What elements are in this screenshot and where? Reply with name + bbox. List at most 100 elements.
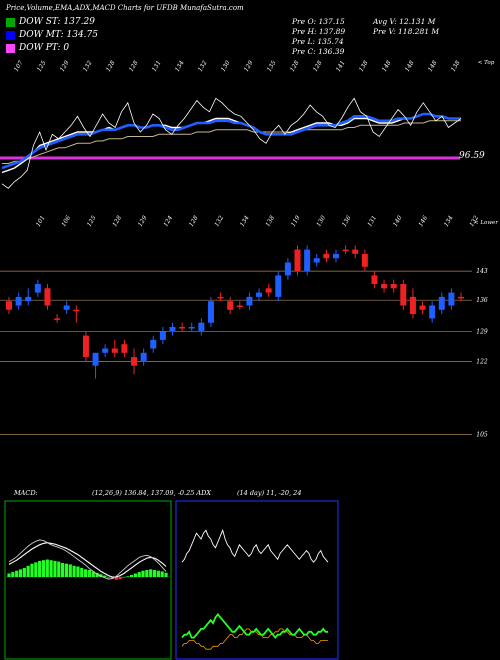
candle-body [438,296,445,310]
candle-body [313,258,320,263]
macd-histogram-bar [49,560,53,577]
candle-body [179,327,186,329]
macd-histogram-bar [83,569,88,577]
candle-body [207,301,214,323]
dow-mt-swatch [6,30,15,40]
candle-body [294,249,301,272]
candle-body [381,284,388,289]
candle-body [304,249,311,272]
candle-top-label: 101 [35,215,47,228]
ema-top-label: 148 [381,59,393,73]
candle-body [73,309,80,312]
candle-body [159,331,166,340]
macd-histogram-bar [164,572,168,577]
price-line [1,97,462,189]
candle-top-label: 128 [111,214,123,228]
candle-body [400,284,407,306]
macd-line [8,539,167,580]
macd-histogram-bar [80,567,84,577]
dow-mt-label: DOW MT: 134.75 [19,30,98,40]
adx-line [181,528,329,563]
ema-top-label: 134 [174,59,186,73]
macd-histogram-bar [156,570,160,577]
candle-top-label: 146 [417,214,429,228]
candle-top-label: 130 [315,214,327,228]
candle-top-label: 128 [188,214,200,228]
macd-histogram-bar [22,567,26,577]
candle-lower-label: < Lower [474,220,498,226]
ema-top-label: 135 [266,59,278,73]
macd-histogram-bar [126,576,130,578]
ema-top-label: 131 [151,60,163,73]
candle-body [246,296,253,306]
macd-histogram-bar [30,563,34,577]
chart-title: Price,Volume,EMA,ADX,MACD Charts for UFD… [6,4,244,12]
candle-body [102,348,109,353]
candle-body [34,284,41,293]
ema-top-label: 132 [197,59,209,73]
candle-body [54,318,61,320]
price-tick-label: 105 [476,432,488,439]
candle-body [92,352,99,366]
candle-top-label: 125 [86,214,98,228]
dow-pt-label: DOW PT: 0 [19,43,70,53]
candle-body [63,305,70,310]
ema-top-label: 138 [358,59,370,73]
candle-top-label: 129 [137,214,149,228]
macd-histogram-bar [103,575,107,577]
price-tick-label: 129 [476,328,488,335]
candle-body [217,296,224,299]
macd-histogram-bar [26,565,30,577]
avg-volume: Avg V: 12.131 M [373,17,436,26]
candle-body [361,253,368,267]
candle-body [111,348,118,353]
candle-body [169,327,176,332]
pre-close: Pre C: 136.39 [292,47,345,56]
macd-histogram-bar [152,570,157,577]
candle-top-label: 132 [213,214,225,228]
macd-histogram-bar [145,570,149,577]
candle-body [198,322,205,332]
candle-body [332,253,339,259]
candle-body [150,339,157,349]
candle-top-label: 136 [341,214,353,228]
macd-histogram-bar [106,577,111,578]
macd-histogram-bar [11,572,15,577]
macd-label: MACD: [13,489,38,497]
dow-mt-legend: DOW MT: 134.75 [6,30,98,40]
candle-body [371,275,378,284]
candle-body [409,296,416,315]
macd-histogram-bar [38,560,42,577]
candle-body [256,292,263,297]
ema-top-label: 128 [128,59,140,73]
macd-histogram-bar [141,570,145,577]
ema-top-label: 148 [427,59,439,73]
macd-histogram-bar [53,560,57,577]
macd-histogram-bar [99,574,103,577]
candle-top-label: 124 [162,214,174,228]
candle-top-label: 119 [290,214,302,228]
candle-top-label: 138 [264,214,276,228]
ema-top-label: 129 [59,59,71,73]
ema-slow-line [2,120,461,164]
dow-st-legend: DOW ST: 137.29 [6,17,95,27]
candle-body [419,305,426,310]
candle-body [44,288,51,306]
candle-body [323,253,330,259]
macd-histogram-bar [118,577,122,580]
candle-body [25,296,32,302]
macd-histogram-bar [15,570,19,577]
macd-histogram-bar [149,569,153,577]
candle-top-label: 134 [239,214,251,228]
candle-body [275,275,282,297]
macd-histogram-bar [41,560,46,577]
ema-top-label: 138 [450,59,462,73]
macd-histogram-bar [76,566,80,577]
pre-high: Pre H: 137.89 [292,27,346,36]
candle-body [236,305,243,307]
macd-histogram-bar [137,572,141,577]
ema-blue-line [1,112,461,170]
candle-body [342,249,349,252]
